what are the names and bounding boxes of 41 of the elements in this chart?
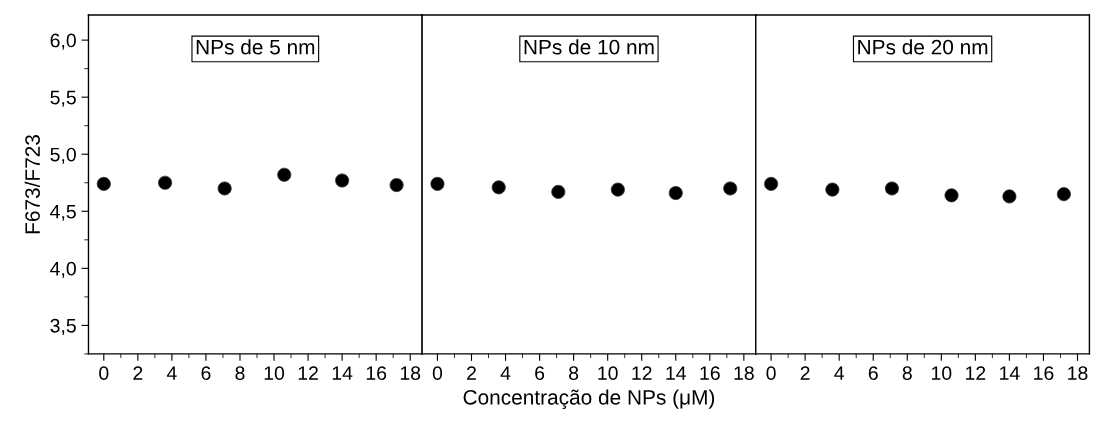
y-tick-label: 3,5 <box>50 318 76 335</box>
x-tick-label: 0 <box>766 366 776 381</box>
x-tick-label: 4 <box>166 366 177 380</box>
x-tick-label: 12 <box>298 366 318 380</box>
y-axis-title: F673/F723 <box>24 135 40 234</box>
x-tick-label: 10 <box>931 366 952 381</box>
x-tick-label: 2 <box>133 366 143 380</box>
x-tick-label: 16 <box>1034 366 1054 381</box>
x-tick-label: 8 <box>569 366 579 381</box>
x-tick-label: 12 <box>966 366 986 380</box>
x-tick-label: 6 <box>868 366 878 381</box>
x-tick-label: 18 <box>1068 366 1088 381</box>
x-tick-label: 6 <box>201 366 211 381</box>
x-tick-label: 2 <box>800 366 810 380</box>
x-tick-label: 10 <box>598 366 618 381</box>
x-tick-label: 0 <box>99 366 109 381</box>
annotation: NPs de 20 nm <box>858 39 988 55</box>
y-tick-label: 5,5 <box>50 90 76 107</box>
x-tick-label: 8 <box>235 366 245 381</box>
x-tick-label: 2 <box>467 366 476 380</box>
x-tick-label: 12 <box>632 366 652 380</box>
x-tick-label: 18 <box>734 366 754 381</box>
x-tick-label: 18 <box>400 366 421 381</box>
x-tick-label: 14 <box>666 366 687 380</box>
x-tick-label: 4 <box>500 366 511 380</box>
x-tick-label: 4 <box>834 366 845 380</box>
y-tick-label: 5,0 <box>50 147 76 164</box>
x-tick-label: 6 <box>535 366 545 381</box>
x-tick-label: 8 <box>902 366 912 381</box>
x-tick-label: 14 <box>332 366 353 380</box>
x-tick-label: 10 <box>264 366 285 381</box>
x-axis-title: Concentração de NPs (μM) <box>463 389 715 409</box>
annotation: NPs de 5 nm <box>196 39 315 55</box>
x-tick-label: 0 <box>432 366 443 381</box>
x-tick-label: 16 <box>700 366 720 381</box>
x-tick-label: 14 <box>1000 366 1020 380</box>
y-tick-label: 4,0 <box>50 261 76 278</box>
annotation: NPs de 10 nm <box>524 39 654 55</box>
y-tick-label: 4,5 <box>50 204 76 221</box>
y-tick-label: 6,0 <box>50 33 76 50</box>
x-tick-label: 16 <box>366 366 387 381</box>
